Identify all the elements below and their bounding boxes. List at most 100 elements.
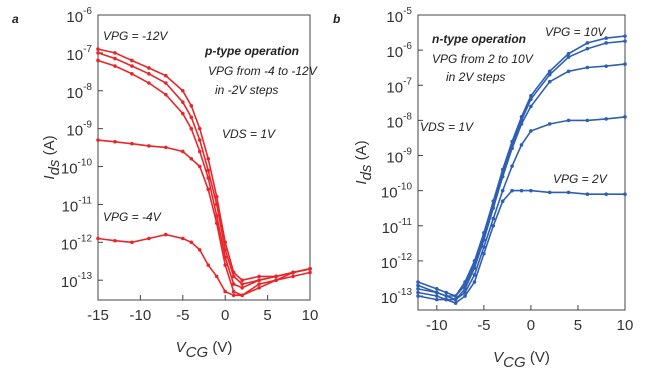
data-point <box>510 146 514 151</box>
x-tick-label: 10 <box>302 307 319 324</box>
data-point <box>189 104 194 108</box>
data-point <box>547 190 552 195</box>
data-point <box>147 236 151 241</box>
data-point <box>604 36 608 40</box>
x-axis-label-unit: (V) <box>526 349 550 366</box>
data-point <box>130 141 134 146</box>
x-tick-label: -10 <box>426 317 448 334</box>
data-point <box>206 187 211 192</box>
data-point <box>181 236 185 241</box>
data-point <box>240 293 244 298</box>
data-point <box>416 287 420 291</box>
data-point <box>547 79 552 84</box>
annotation: p-type operation <box>204 44 299 58</box>
data-point <box>566 55 571 59</box>
data-point <box>181 149 185 154</box>
data-point <box>547 69 552 74</box>
data-point <box>472 280 477 284</box>
data-point <box>257 278 261 282</box>
data-point <box>585 65 590 70</box>
data-point <box>181 100 185 104</box>
x-tick-label: 0 <box>221 307 229 324</box>
data-point <box>547 72 552 77</box>
data-point <box>435 297 439 302</box>
data-point <box>223 289 227 294</box>
data-point <box>566 69 571 74</box>
data-point <box>416 283 420 288</box>
data-point <box>500 199 505 204</box>
data-point <box>257 274 261 279</box>
data-point <box>491 216 496 221</box>
data-point <box>231 289 236 294</box>
x-tick-label: 10 <box>617 317 634 334</box>
data-point <box>197 149 202 154</box>
y-tick-label: 10-13 <box>61 271 93 291</box>
data-point <box>308 270 312 275</box>
data-point <box>274 274 278 279</box>
data-point <box>519 188 524 193</box>
x-tick-label: 5 <box>574 317 582 334</box>
data-point <box>291 270 295 275</box>
x-tick-label: -10 <box>130 307 152 324</box>
data-point <box>491 223 496 228</box>
data-point <box>416 290 420 295</box>
data-point <box>435 294 439 298</box>
data-point <box>491 206 496 210</box>
data-point <box>547 122 552 126</box>
data-point <box>96 47 100 51</box>
data-point <box>604 192 608 197</box>
data-point <box>214 274 219 279</box>
y-tick-label: 10-5 <box>386 6 412 26</box>
data-point <box>164 92 168 97</box>
data-point <box>623 115 627 119</box>
y-tick-label: 10-10 <box>381 181 413 201</box>
y-axis-label: Ids (A) <box>41 135 63 179</box>
data-point <box>147 144 151 148</box>
x-axis-label: VCG (V) <box>176 339 233 361</box>
data-point <box>240 285 244 290</box>
data-point <box>206 168 211 173</box>
data-point <box>130 240 134 245</box>
data-point <box>566 118 571 123</box>
x-axis-label-subscript: CG <box>186 344 209 361</box>
annotation: VPG = -4V <box>103 210 162 224</box>
data-point <box>435 287 439 291</box>
data-point <box>197 138 202 142</box>
data-point <box>519 122 524 126</box>
data-point <box>519 143 524 147</box>
data-point <box>472 266 477 270</box>
y-tick-label: 10-11 <box>382 216 413 236</box>
annotation: VPG = 2V <box>553 172 608 186</box>
data-point <box>189 115 194 120</box>
data-point <box>566 190 571 195</box>
data-point <box>197 248 202 252</box>
x-axis-label-symbol: V <box>176 339 188 356</box>
data-point <box>164 145 168 150</box>
data-point <box>510 188 514 193</box>
plot-frame <box>97 14 311 301</box>
y-tick-label: 10-9 <box>386 146 412 166</box>
data-point <box>147 81 151 85</box>
y-axis-label-subscript: ds <box>358 164 375 180</box>
data-point <box>604 64 608 68</box>
data-point <box>206 176 211 180</box>
y-axis-label: Ids (A) <box>353 140 375 184</box>
data-point <box>197 164 202 169</box>
series-line <box>97 233 311 297</box>
data-point <box>240 282 244 286</box>
data-point <box>214 202 219 207</box>
data-point <box>604 41 608 45</box>
data-point <box>482 245 486 249</box>
data-point <box>231 293 236 298</box>
data-point <box>164 73 168 78</box>
data-point <box>240 278 244 282</box>
data-point <box>585 118 590 123</box>
y-axis-label-unit: (A) <box>353 140 370 164</box>
data-point <box>164 81 168 85</box>
data-point <box>113 238 117 243</box>
y-axis-label-symbol: I <box>353 180 370 184</box>
data-point <box>206 263 211 267</box>
data-point <box>257 285 261 290</box>
data-point <box>529 129 533 133</box>
